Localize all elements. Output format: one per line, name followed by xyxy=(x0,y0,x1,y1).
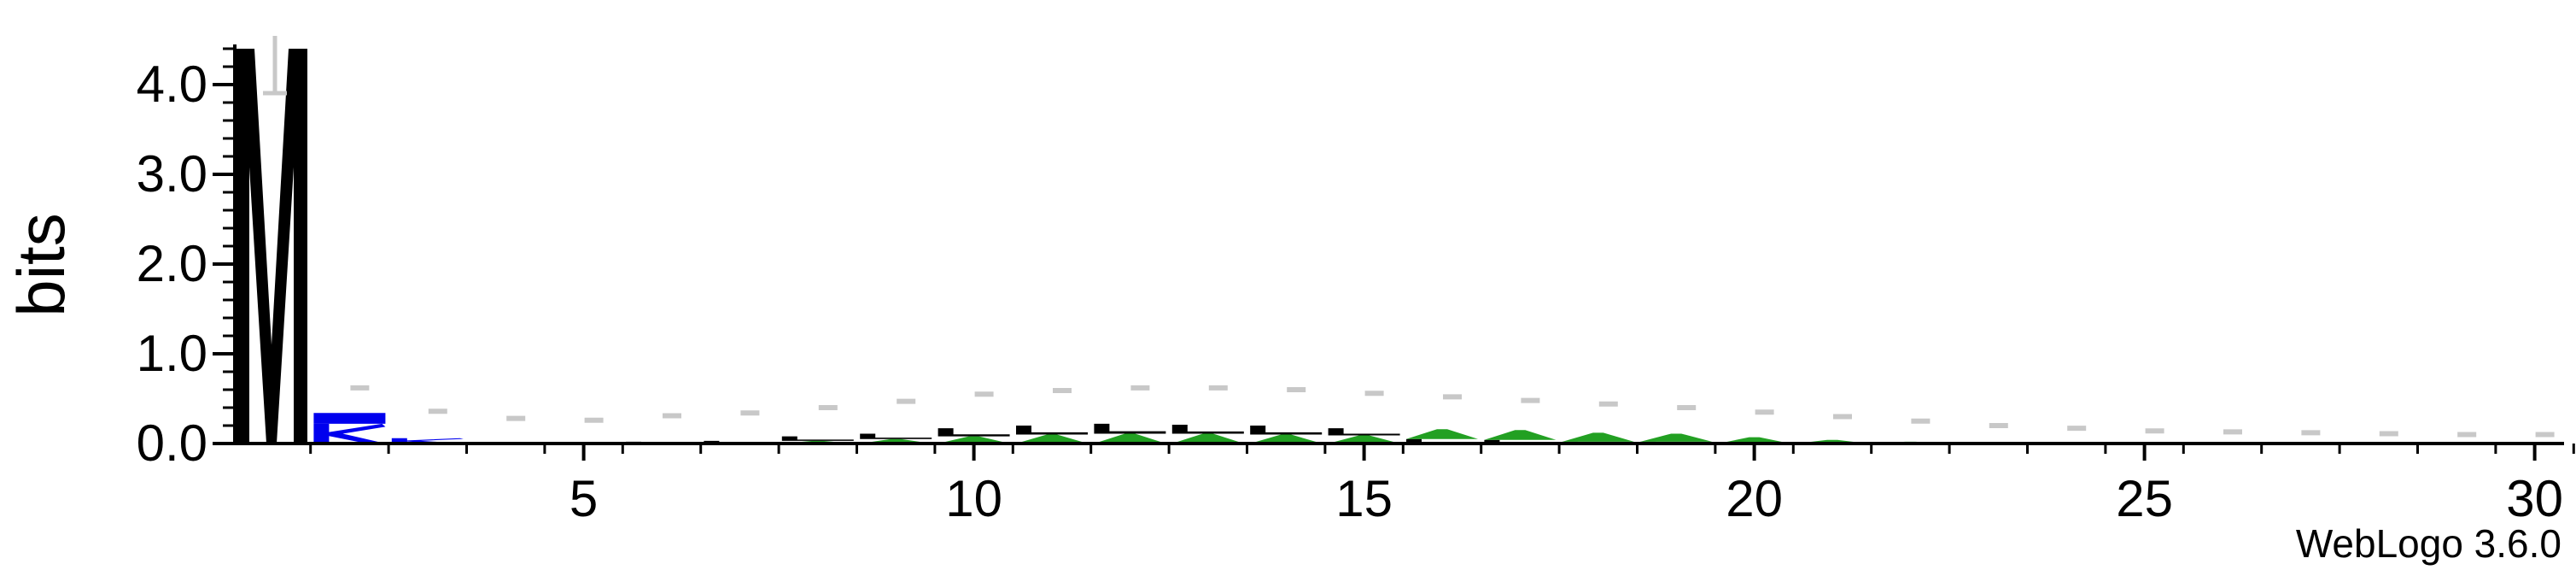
x-tick-label: 20 xyxy=(1726,470,1783,527)
y-tick-label: 0.0 xyxy=(137,414,207,472)
logo-letter-stacks xyxy=(236,49,1947,444)
logo-letter-l-pos-11 xyxy=(1016,426,1088,435)
x-tick-label: 30 xyxy=(2506,470,2563,527)
x-tick-label: 10 xyxy=(945,470,1002,527)
y-axis-label: bits xyxy=(3,213,79,316)
logo-letter-k-pos-2 xyxy=(313,423,386,444)
y-tick-label: 2.0 xyxy=(137,235,207,292)
logo-letter-r-pos-2 xyxy=(313,413,386,424)
logo-letter-l-pos-12 xyxy=(1094,423,1166,434)
y-tick-labels: 0.0 1.0 2.0 3.0 4.0 xyxy=(137,56,207,472)
logo-letter-l-pos-14 xyxy=(1250,426,1323,435)
chart-axes xyxy=(213,44,2575,461)
logo-letter-a-pos-18 xyxy=(1562,432,1634,442)
logo-letter-l-pos-8 xyxy=(781,436,854,441)
logo-letter-l-pos-10 xyxy=(938,428,1010,437)
logo-letter-l-pos-9 xyxy=(860,433,932,439)
logo-letter-a-pos-13 xyxy=(1171,433,1244,444)
x-tick-label: 15 xyxy=(1335,470,1393,527)
logo-letter-a-pos-14 xyxy=(1250,434,1323,444)
logo-letter-l-pos-15 xyxy=(1328,428,1400,436)
logo-letter-a-pos-11 xyxy=(1016,434,1088,444)
x-tick-labels: 5 10 15 20 25 30 xyxy=(570,470,2563,527)
y-tick-label: 1.0 xyxy=(137,325,207,382)
logo-letter-k-pos-3 xyxy=(391,438,464,444)
weblogo-credit: WebLogo 3.6.0 xyxy=(2296,521,2561,566)
logo-letter-m-pos-1 xyxy=(236,49,307,444)
x-tick-label: 25 xyxy=(2116,470,2173,527)
logo-letter-a-pos-17 xyxy=(1484,430,1557,440)
x-tick-label: 5 xyxy=(570,470,598,527)
logo-letter-a-pos-16 xyxy=(1406,429,1478,439)
logo-letter-a-pos-15 xyxy=(1328,435,1400,444)
logo-letter-l-pos-13 xyxy=(1171,424,1244,434)
logo-letter-a-pos-19 xyxy=(1640,433,1713,442)
y-tick-label: 4.0 xyxy=(137,56,207,113)
logo-letter-a-pos-12 xyxy=(1094,433,1166,444)
logo-letter-a-pos-10 xyxy=(938,436,1010,444)
logo-error-bars xyxy=(263,36,2555,438)
y-tick-label: 3.0 xyxy=(137,145,207,203)
